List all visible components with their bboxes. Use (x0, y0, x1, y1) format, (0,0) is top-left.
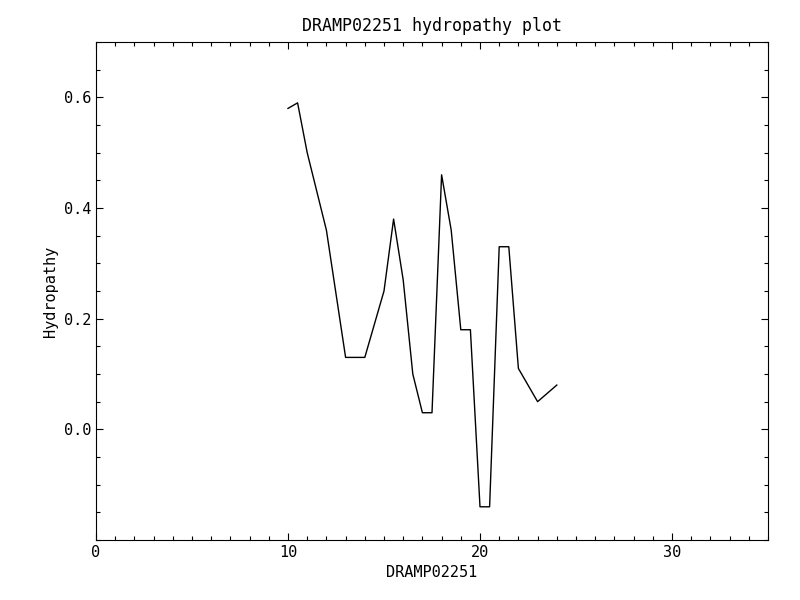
Y-axis label: Hydropathy: Hydropathy (43, 245, 58, 337)
Title: DRAMP02251 hydropathy plot: DRAMP02251 hydropathy plot (302, 17, 562, 35)
X-axis label: DRAMP02251: DRAMP02251 (386, 565, 478, 580)
